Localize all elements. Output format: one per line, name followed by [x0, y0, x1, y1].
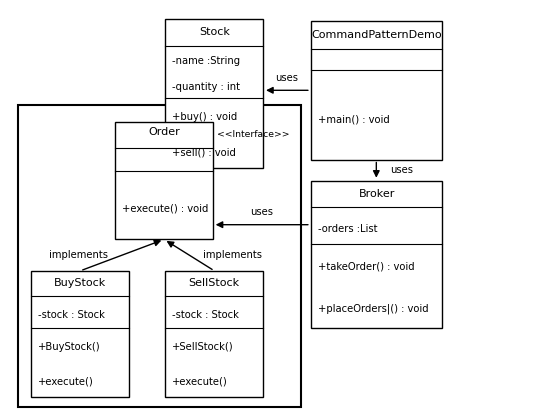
Text: implements: implements [203, 250, 262, 260]
Bar [115, 122, 213, 239]
Bar [165, 271, 263, 397]
Bar [165, 19, 263, 168]
Bar [18, 105, 301, 407]
Text: -orders :List: -orders :List [318, 224, 377, 234]
Text: BuyStock: BuyStock [54, 278, 106, 289]
Text: -stock : Stock: -stock : Stock [38, 310, 104, 320]
Text: +BuyStock(): +BuyStock() [38, 341, 100, 352]
Text: +takeOrder() : void: +takeOrder() : void [318, 262, 414, 272]
Text: Stock: Stock [199, 27, 230, 37]
Bar [311, 181, 442, 328]
Text: +execute(): +execute() [38, 376, 94, 386]
Text: +main() : void: +main() : void [318, 114, 389, 124]
Text: implements: implements [49, 250, 108, 260]
Text: -stock : Stock: -stock : Stock [172, 310, 239, 320]
Text: -quantity : int: -quantity : int [172, 82, 240, 92]
Bar [311, 21, 442, 160]
Text: SellStock: SellStock [189, 278, 240, 289]
Text: +execute(): +execute() [172, 376, 228, 386]
Text: +placeOrders|() : void: +placeOrders|() : void [318, 304, 428, 314]
Text: <<Interface>>: <<Interface>> [217, 130, 290, 139]
Text: uses: uses [250, 207, 273, 217]
Text: uses: uses [390, 165, 413, 175]
Text: +SellStock(): +SellStock() [172, 341, 234, 352]
Bar [31, 271, 129, 397]
Text: Broker: Broker [358, 189, 395, 199]
Text: +sell() : void: +sell() : void [172, 147, 236, 157]
Text: +execute() : void: +execute() : void [122, 204, 208, 214]
Text: -name :String: -name :String [172, 56, 240, 66]
Text: CommandPatternDemo: CommandPatternDemo [311, 30, 442, 40]
Text: +buy() : void: +buy() : void [172, 112, 237, 122]
Text: Order: Order [148, 127, 180, 137]
Text: uses: uses [276, 73, 298, 83]
